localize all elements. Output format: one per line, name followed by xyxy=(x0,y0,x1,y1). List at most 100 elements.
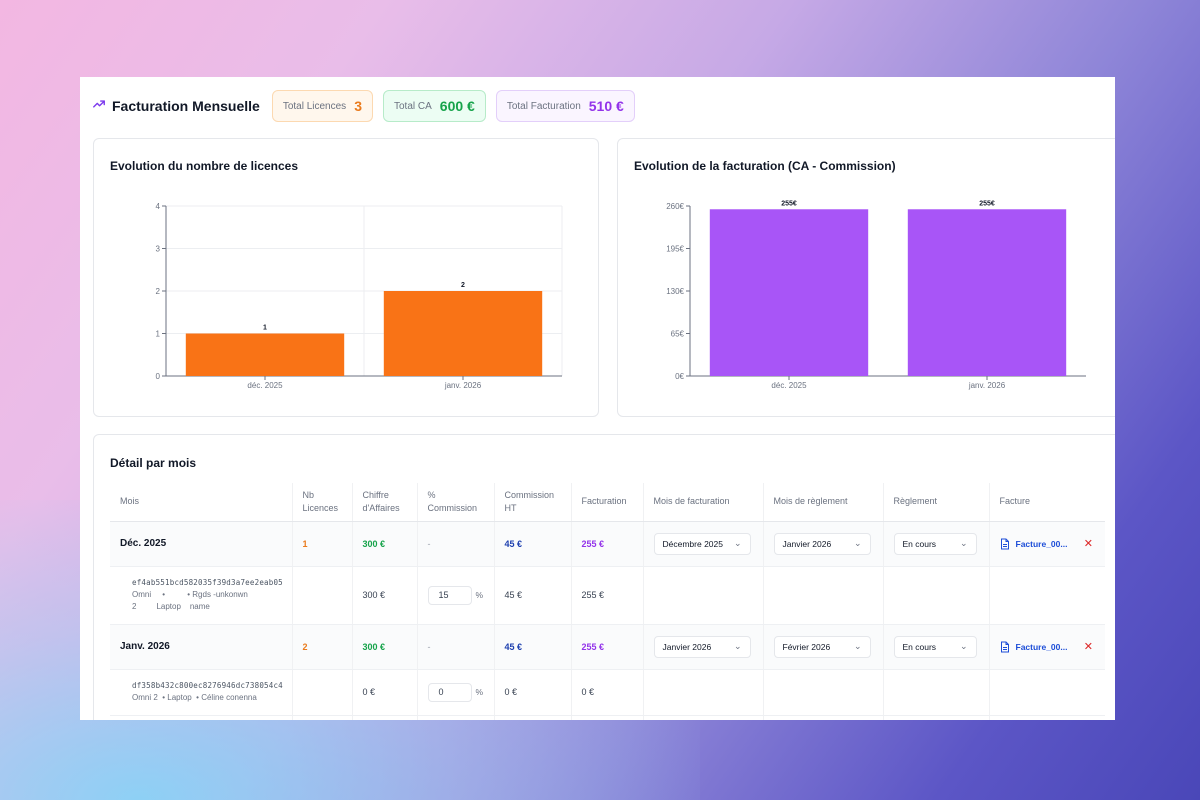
cell-mois: Janv. 2026 xyxy=(110,624,293,670)
data-label: 1 xyxy=(263,325,267,332)
select-value: Janvier 2026 xyxy=(662,641,712,652)
stat-label: Total Licences xyxy=(282,100,347,112)
reglement-select[interactable]: En cours ⌄ xyxy=(893,635,977,658)
mois-reglement-select[interactable]: Janvier 2026 ⌄ xyxy=(773,532,871,555)
commission-pct-input[interactable]: 15 xyxy=(427,585,472,605)
cell-mois: Déc. 2025 xyxy=(110,521,293,567)
cell-mois-facturation: Janvier 2026 ⌄ xyxy=(643,624,764,670)
cell-commission: 45 € xyxy=(494,566,572,625)
cell-licence-detail: df358b432c800ec8276946dc738054c4 Omni 2 … xyxy=(110,669,293,716)
table-row-partial xyxy=(110,715,1105,720)
cell-facturation: 255 € xyxy=(571,624,644,670)
file-icon xyxy=(1000,538,1009,549)
cell-mois-facturation: Décembre 2025 ⌄ xyxy=(643,521,764,567)
bar xyxy=(907,209,1067,376)
cell-facturation: 0 € xyxy=(571,669,644,716)
cell-empty xyxy=(494,715,572,720)
y-tick-label: 195€ xyxy=(666,245,684,254)
bar xyxy=(383,291,543,376)
col-header-mois-reglement: Mois de règlement xyxy=(763,483,884,522)
monthly-detail-card: Détail par mois Mois Nb Licences Chiffre… xyxy=(93,434,1115,720)
data-label: 2 xyxy=(461,282,465,289)
cell-licences: 1 xyxy=(292,521,353,567)
stat-value: 510 € xyxy=(588,98,624,114)
mois-facturation-select[interactable]: Décembre 2025 ⌄ xyxy=(653,532,751,555)
y-tick-label: 0 xyxy=(156,372,161,381)
commission-pct-input[interactable]: 0 xyxy=(427,682,472,702)
cell-empty xyxy=(643,669,764,716)
col-header-licences: Nb Licences xyxy=(292,483,353,522)
facture-wrap: Facture_00... ✕ xyxy=(1000,537,1096,550)
cell-ca: 300 € xyxy=(352,624,418,670)
title-wrap: Facturation Mensuelle xyxy=(92,97,260,116)
facture-name: Facture_00... xyxy=(1015,538,1068,549)
y-tick-label: 260€ xyxy=(666,202,684,211)
select-value: Janvier 2026 xyxy=(782,538,832,549)
col-header-mois: Mois xyxy=(110,483,293,522)
chart-title: Evolution du nombre de licences xyxy=(110,159,299,173)
cell-ca: 0 € xyxy=(352,669,418,716)
y-tick-label: 3 xyxy=(156,245,161,254)
cell-facture: Facture_00... ✕ xyxy=(989,521,1105,567)
cell-empty xyxy=(292,715,353,720)
col-header-facturation: Facturation xyxy=(571,483,644,522)
cell-mois-reglement: Janvier 2026 ⌄ xyxy=(763,521,884,567)
table-row: Janv. 2026 2 300 € - 45 € 255 € Janvier … xyxy=(110,624,1105,670)
pct-wrap: 0 % xyxy=(427,682,484,702)
col-header-pct-commission: % Commission xyxy=(417,483,495,522)
licences-bar-chart: 0 1 2 3 4 1 déc. 2025 2 janv. 2026 xyxy=(156,202,563,390)
data-label: 255€ xyxy=(781,200,797,207)
y-tick-label: 130€ xyxy=(666,287,684,296)
select-value: Décembre 2025 xyxy=(662,538,723,549)
col-header-facture: Facture xyxy=(989,483,1105,522)
cell-empty xyxy=(883,669,990,716)
bar xyxy=(185,333,345,376)
col-header-reglement: Règlement xyxy=(883,483,990,522)
stat-total-ca: Total CA 600 € xyxy=(382,90,486,122)
cell-facturation: 255 € xyxy=(571,566,644,625)
chevron-down-icon: ⌄ xyxy=(733,641,742,651)
cell-pct: - xyxy=(417,521,495,567)
file-icon xyxy=(1000,641,1009,652)
reglement-select[interactable]: En cours ⌄ xyxy=(893,532,977,555)
pct-sign: % xyxy=(475,687,484,697)
facture-link[interactable]: Facture_00... xyxy=(1000,538,1068,550)
stat-label: Total Facturation xyxy=(506,100,581,112)
chevron-down-icon: ⌄ xyxy=(853,641,862,651)
y-tick-label: 1 xyxy=(156,330,161,339)
bar xyxy=(709,209,869,376)
licence-info-line: Omni 2 • Laptop • Céline conenna xyxy=(132,692,257,702)
y-tick-label: 0€ xyxy=(675,372,684,381)
cell-licences: 2 xyxy=(292,624,353,670)
delete-facture-icon[interactable]: ✕ xyxy=(1083,641,1093,653)
cell-empty xyxy=(763,566,884,625)
select-value: Février 2026 xyxy=(782,641,831,652)
cell-empty xyxy=(352,715,418,720)
cell-empty xyxy=(989,669,1105,716)
chevron-down-icon: ⌄ xyxy=(959,641,968,651)
table-title: Détail par mois xyxy=(110,456,197,470)
x-tick-label: déc. 2025 xyxy=(771,381,807,390)
col-header-mois-facturation: Mois de facturation xyxy=(643,483,764,522)
page-title: Facturation Mensuelle xyxy=(112,98,260,114)
mois-reglement-select[interactable]: Février 2026 ⌄ xyxy=(773,635,871,658)
cell-facturation: 255 € xyxy=(571,521,644,567)
col-header-commission-ht: Commission HT xyxy=(494,483,572,522)
trending-up-icon xyxy=(92,97,106,116)
cell-empty xyxy=(989,566,1105,625)
licence-info-line: 2 Laptop name xyxy=(132,601,210,611)
facturation-chart-card: Evolution de la facturation (CA - Commis… xyxy=(617,138,1115,417)
licence-id: df358b432c800ec8276946dc738054c4 xyxy=(132,680,283,690)
stat-label: Total CA xyxy=(393,100,432,112)
cell-empty xyxy=(883,715,990,720)
delete-facture-icon[interactable]: ✕ xyxy=(1083,538,1093,550)
facture-link[interactable]: Facture_00... xyxy=(1000,641,1067,653)
cell-empty xyxy=(763,669,884,716)
cell-facture: Facture_00... ✕ xyxy=(989,624,1105,670)
table-row-detail: ef4ab551bcd582035f39d3a7ee2eab05 Omni • … xyxy=(110,566,1105,625)
cell-empty xyxy=(643,715,764,720)
stat-value: 3 xyxy=(354,98,362,114)
mois-facturation-select[interactable]: Janvier 2026 ⌄ xyxy=(653,635,751,658)
table-row: Déc. 2025 1 300 € - 45 € 255 € Décembre … xyxy=(110,521,1105,567)
table-row-detail: df358b432c800ec8276946dc738054c4 Omni 2 … xyxy=(110,669,1105,716)
